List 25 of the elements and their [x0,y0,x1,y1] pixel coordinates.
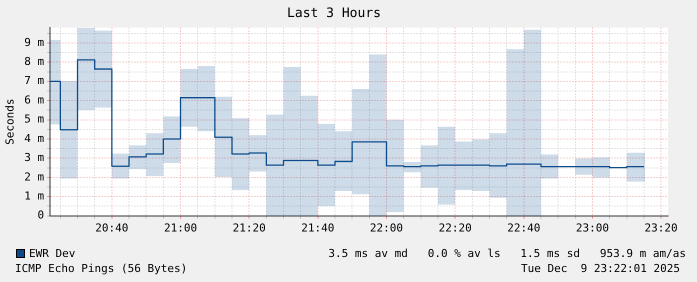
x-tick-label: 22:20 [438,221,472,234]
y-tick-label: 9 m [24,36,44,49]
x-tick-label: 21:40 [301,221,334,234]
text: ICMP Echo Pings (56 Bytes) [15,262,188,275]
y-tick-label: 5 m [24,112,44,126]
y-tick-label: 6 m [24,93,44,106]
legend-label: EWR Dev [29,246,76,260]
y-tick-label: 0 [37,208,44,222]
x-tick-label: 21:20 [232,221,266,234]
text: 3.5 ms av md 0.0 % av ls 1.5 ms sd 953.9 m am/as [328,246,686,260]
chart-title: Last 3 Hours [287,6,381,22]
text: Tue Dec 9 23:22:01 2025 [521,262,680,275]
x-tick-label: 22:40 [507,221,540,234]
x-tick-label: 21:00 [164,221,198,234]
x-tick-label: 23:00 [576,221,610,234]
y-tick-label: 3 m [24,151,44,164]
x-tick-label: 23:20 [644,221,678,234]
y-tick-label: 8 m [24,55,44,68]
y-tick-label: 1 m [24,189,44,202]
y-axis-title: Seconds [3,98,16,145]
x-tick-label: 22:00 [370,221,404,234]
x-tick-label: 20:40 [95,221,128,234]
y-tick-label: 2 m [24,170,44,184]
y-tick-label: 4 m [24,132,44,145]
y-tick-label: 7 m [24,74,44,88]
